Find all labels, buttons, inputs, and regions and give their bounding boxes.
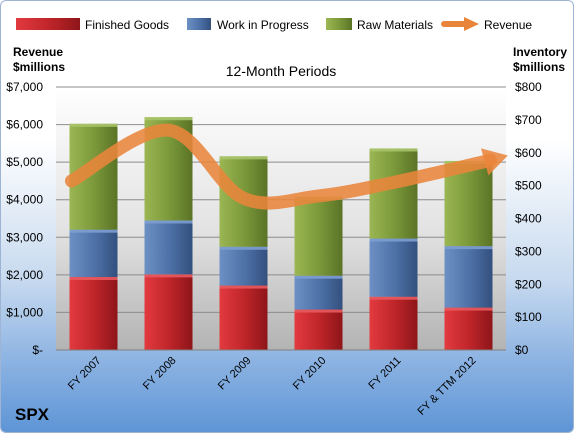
left-tick-label: $1,000 <box>6 305 43 319</box>
legend-swatch-raw-materials <box>326 18 352 30</box>
bar-raw-materials-cap <box>69 123 118 127</box>
left-tick-label: $- <box>32 343 43 357</box>
bar-finished-goods-cap <box>144 274 193 278</box>
bar-finished-goods <box>219 285 268 350</box>
bar-work-in-progress <box>144 220 193 275</box>
right-tick-label: $100 <box>515 310 542 324</box>
right-tick-label: $600 <box>515 146 542 160</box>
bar-work-in-progress-cap <box>294 275 343 279</box>
right-tick-label: $500 <box>515 179 542 193</box>
company-ticker: SPX <box>15 405 50 424</box>
revenue-arrowhead <box>481 148 508 176</box>
right-tick-label: $800 <box>515 80 542 94</box>
bar-work-in-progress-cap <box>69 229 118 233</box>
bar-finished-goods-cap <box>294 309 343 313</box>
plot-area <box>56 87 506 350</box>
left-tick-label: $6,000 <box>6 118 43 132</box>
bar-work-in-progress <box>369 238 418 297</box>
right-tick-label: $0 <box>515 343 529 357</box>
bar-raw-materials <box>294 196 343 276</box>
category-label: FY 2010 <box>291 355 329 393</box>
left-tick-label: $3,000 <box>6 230 43 244</box>
bar-finished-goods-cap <box>369 296 418 300</box>
category-label: FY 2009 <box>216 355 254 393</box>
bar-raw-materials-cap <box>219 156 268 160</box>
bar-finished-goods <box>69 277 118 350</box>
legend-label-work-in-progress: Work in Progress <box>217 18 309 32</box>
bar-finished-goods-cap <box>219 285 268 289</box>
bar-finished-goods-cap <box>69 277 118 281</box>
legend-label-raw-materials: Raw Materials <box>357 18 433 32</box>
right-axis-label-line2: $millions <box>513 60 565 74</box>
bar-finished-goods <box>369 296 418 350</box>
left-tick-label: $5,000 <box>6 155 43 169</box>
bar-raw-materials-cap <box>369 148 418 152</box>
bar-work-in-progress <box>294 275 343 310</box>
category-label: FY 2008 <box>141 355 179 393</box>
category-labels: FY 2007 FY 2008 FY 2009 FY 2010 FY 2011 FY & … <box>66 355 479 418</box>
left-tick-label: $4,000 <box>6 193 43 207</box>
bar-finished-goods <box>144 274 193 350</box>
category-label: FY & TTM 2012 <box>416 355 479 418</box>
left-tick-label: $7,000 <box>6 80 43 94</box>
bar-raw-materials <box>369 148 418 239</box>
category-label: FY 2011 <box>366 355 403 392</box>
bar-work-in-progress-cap <box>144 220 193 224</box>
legend-swatch-work-in-progress <box>187 18 211 30</box>
left-axis-label-line2: $millions <box>13 60 65 74</box>
left-tick-label: $2,000 <box>6 268 43 282</box>
bar-finished-goods <box>444 307 493 350</box>
legend-label-finished-goods: Finished Goods <box>85 18 169 32</box>
right-axis-ticks: $0 $100 $200 $300 $400 $500 $600 $700 $800 <box>515 80 542 357</box>
bar-finished-goods-cap <box>444 307 493 311</box>
bar-work-in-progress <box>444 246 493 308</box>
legend-arrow-revenue <box>464 17 479 31</box>
bar-work-in-progress-cap <box>219 246 268 250</box>
bar-work-in-progress <box>219 246 268 286</box>
bar-finished-goods <box>294 309 343 350</box>
revenue-line <box>65 123 497 210</box>
chart-title: 12-Month Periods <box>226 63 337 79</box>
bar-work-in-progress-cap <box>444 246 493 250</box>
right-tick-label: $200 <box>515 277 542 291</box>
right-tick-label: $700 <box>515 113 542 127</box>
bar-raw-materials-cap <box>144 117 193 121</box>
left-axis-label-line1: Revenue <box>13 45 63 59</box>
bar-work-in-progress <box>69 229 118 278</box>
right-axis-label-line1: Inventory <box>513 45 567 59</box>
revenue-line-group <box>65 123 508 210</box>
bar-work-in-progress-cap <box>369 238 418 242</box>
legend-swatch-finished-goods <box>16 18 80 30</box>
category-label: FY 2007 <box>66 355 104 393</box>
legend: Finished Goods Work in Progress Raw Mate… <box>16 17 532 32</box>
right-tick-label: $300 <box>515 244 542 258</box>
legend-label-revenue: Revenue <box>484 18 532 32</box>
right-tick-label: $400 <box>515 212 542 226</box>
gridlines <box>56 86 506 313</box>
bar-group <box>69 117 493 350</box>
left-axis-ticks: $- $1,000 $2,000 $3,000 $4,000 $5,000 $6,000 $7… <box>6 80 43 357</box>
